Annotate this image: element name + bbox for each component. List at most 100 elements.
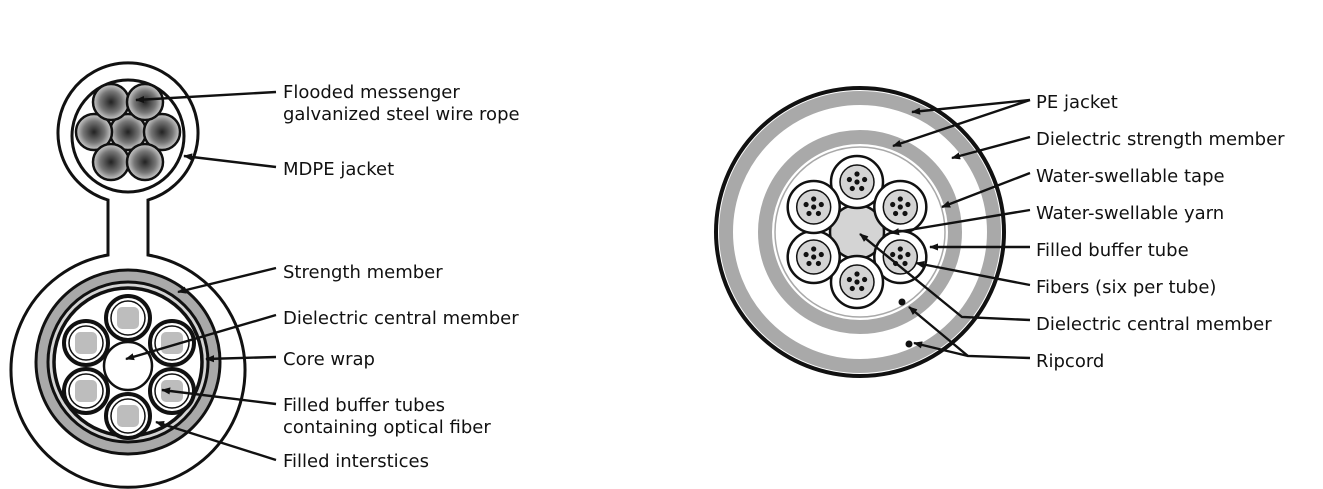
buffer-tube	[62, 367, 110, 415]
dielectric-strength-member-band	[758, 130, 962, 334]
leader-buffer-tubes	[161, 387, 277, 406]
label-fibers: Fibers (six per tube)	[1036, 277, 1216, 298]
optical-fiber	[811, 254, 817, 260]
buffer-tube	[104, 392, 152, 440]
steel-wire	[125, 82, 165, 122]
optical-fiber	[815, 210, 822, 217]
label-core-wrap: Core wrap	[283, 349, 375, 370]
optical-fiber	[846, 176, 852, 183]
optical-fiber	[815, 260, 822, 267]
label-strength-member: Strength member	[283, 262, 443, 283]
optical-fiber	[854, 179, 860, 185]
optical-fiber	[803, 201, 809, 208]
buffer-tube	[148, 319, 196, 367]
optical-fiber	[890, 201, 896, 208]
leader-pe-jacket-2	[892, 98, 1031, 148]
optical-fiber	[811, 204, 817, 210]
label-buffer-tubes-line1: Filled buffer tubes	[283, 395, 445, 416]
label-water-swellable-tape: Water-swellable tape	[1036, 166, 1225, 187]
optical-fiber	[897, 254, 903, 260]
optical-fiber	[806, 210, 812, 217]
optical-fiber	[859, 285, 865, 292]
leader-water-swellable-tape	[941, 171, 1031, 209]
dielectric-central-member	[102, 340, 154, 392]
pe-jacket-band	[719, 91, 1001, 373]
label-dielectric-central-member: Dielectric central member	[283, 308, 519, 329]
optical-fiber	[818, 201, 824, 208]
optical-fiber	[849, 185, 855, 192]
leader-ripcord-2	[913, 341, 969, 358]
steel-wire	[142, 112, 182, 152]
optical-fiber	[811, 246, 817, 252]
optical-fiber	[905, 201, 911, 208]
leader-messenger	[135, 90, 277, 104]
leader-water-swellable-yarn	[890, 208, 1031, 236]
left-cable-diagram: Flooded messenger galvanized steel wire …	[9, 61, 520, 489]
leader-dielectric-central-member	[859, 233, 1031, 322]
optical-fiber	[846, 276, 852, 283]
buffer-tube	[62, 319, 110, 367]
leader-filled-interstices	[155, 420, 277, 462]
label-pe-jacket: PE jacket	[1036, 92, 1118, 113]
buffer-tube	[104, 294, 152, 342]
leader-strength-member	[177, 266, 277, 294]
optical-fiber	[897, 246, 903, 252]
optical-fiber	[803, 251, 809, 258]
optical-fiber	[811, 196, 817, 202]
optical-fiber-bundle	[117, 405, 139, 427]
label-mdpe-jacket: MDPE jacket	[283, 159, 394, 180]
leader-mdpe-jacket	[183, 153, 277, 169]
optical-fiber	[902, 210, 908, 217]
optical-fiber	[862, 276, 868, 283]
optical-fiber	[818, 251, 824, 258]
leader-fibers	[915, 261, 1031, 287]
optical-fiber	[854, 271, 860, 277]
optical-fiber	[862, 176, 868, 183]
left-cable-core	[34, 268, 222, 456]
optical-fiber	[902, 260, 908, 267]
leader-dielectric-strength-member	[951, 135, 1031, 160]
optical-fiber	[905, 251, 911, 258]
leader-dielectric-central-member	[125, 313, 277, 361]
water-swellable-tape	[774, 146, 946, 318]
optical-fiber	[854, 279, 860, 285]
filled-buffer-tube	[873, 229, 928, 285]
optical-fiber	[897, 196, 903, 202]
ripcord	[905, 340, 913, 348]
filled-buffer-tube	[786, 179, 841, 235]
messenger-wire-rope	[70, 78, 186, 194]
label-messenger-line1: Flooded messenger	[283, 82, 460, 103]
filled-buffer-tube	[829, 254, 885, 310]
optical-fiber	[890, 251, 896, 258]
ripcord	[898, 298, 906, 306]
leader-core-wrap	[205, 355, 277, 363]
label-filled-buffer-tube: Filled buffer tube	[1036, 240, 1189, 261]
steel-wire	[74, 112, 114, 152]
label-water-swellable-yarn: Water-swellable yarn	[1036, 203, 1224, 224]
optical-fiber-bundle	[117, 307, 139, 329]
label-dielectric-central-member-right: Dielectric central member	[1036, 314, 1272, 335]
filled-buffer-tube	[829, 154, 885, 210]
label-dielectric-strength-member: Dielectric strength member	[1036, 129, 1285, 150]
optical-fiber	[859, 185, 865, 192]
optical-fiber-bundle	[75, 380, 97, 402]
filled-buffer-tube	[786, 229, 841, 285]
right-cable-diagram: PE jacket Dielectric strength member Wat…	[714, 86, 1285, 378]
steel-wire	[91, 82, 131, 122]
optical-fiber	[892, 210, 899, 217]
optical-fiber	[806, 260, 812, 267]
optical-fiber-bundle	[75, 332, 97, 354]
optical-fiber	[897, 204, 903, 210]
optical-fiber	[854, 171, 860, 177]
steel-wire	[91, 142, 131, 182]
steel-wire	[125, 142, 165, 182]
optical-fiber-bundle	[161, 332, 183, 354]
optical-fiber	[849, 285, 855, 292]
label-ripcord: Ripcord	[1036, 351, 1104, 372]
leader-pe-jacket-1	[911, 98, 1031, 115]
buffer-tube-group	[786, 154, 928, 310]
label-filled-interstices: Filled interstices	[283, 451, 429, 472]
label-buffer-tubes-line2: containing optical fiber	[283, 417, 491, 438]
filled-buffer-tube	[873, 179, 928, 235]
